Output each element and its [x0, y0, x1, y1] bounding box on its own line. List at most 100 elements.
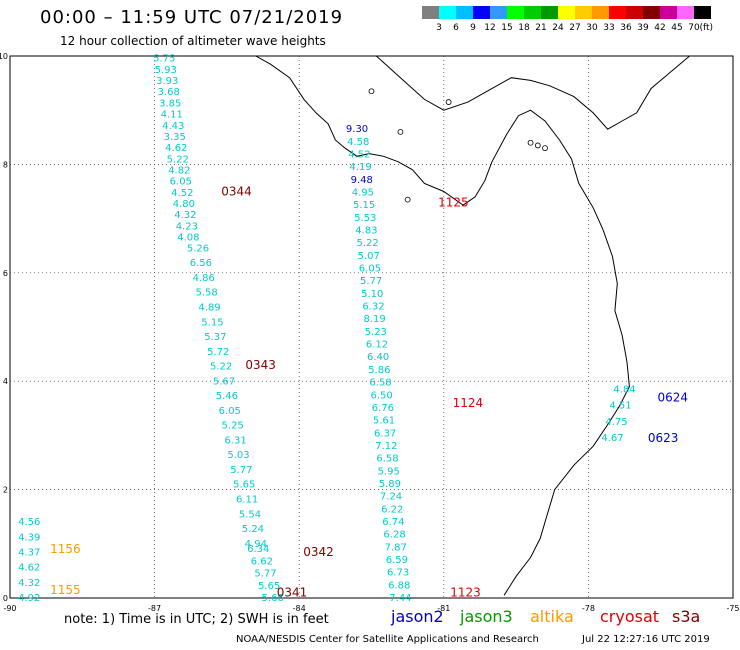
swh-value-label: 7.87: [385, 542, 407, 553]
colorbar-swatch: [541, 6, 558, 19]
swh-value-label: 4.51: [609, 401, 631, 412]
lat-tick-label: 4: [3, 377, 8, 386]
pass-number-label: 0624: [657, 390, 688, 404]
swh-value-label: 6.59: [386, 555, 408, 566]
island: [368, 88, 375, 95]
swh-value-label: 5.77: [254, 569, 276, 580]
chart-title: 00:00 – 11:59 UTC 07/21/2019: [40, 7, 344, 28]
colorbar-level-label: 24: [552, 23, 564, 33]
swh-value-label: 6.56: [190, 258, 212, 269]
swh-value-label: 4.23: [176, 221, 198, 232]
swh-value-label: 4.56: [18, 517, 40, 528]
swh-value-label: 6.05: [359, 264, 381, 275]
swh-value-label: 4.82: [168, 165, 190, 176]
swh-value-label: 8.19: [363, 314, 385, 325]
swh-value-label: 5.77: [360, 276, 382, 287]
swh-value-label: 5.15: [201, 317, 223, 328]
island: [527, 139, 534, 146]
colorbar-swatch: [490, 6, 507, 19]
swh-value-label: 4.83: [355, 226, 377, 237]
colorbar-level-label: 21: [535, 23, 546, 33]
swh-value-label: 4.43: [162, 121, 184, 132]
swh-value-label: 5.66: [262, 593, 284, 604]
swh-value-label: 6.40: [367, 352, 389, 363]
lat-tick-label: 10: [0, 52, 8, 61]
swh-value-label: 5.95: [378, 466, 400, 477]
pass-number-label: 0344: [221, 185, 252, 199]
colorbar-level-label: 12: [484, 23, 495, 33]
swh-value-label: 7.12: [375, 441, 397, 452]
swh-value-label: 4.62: [18, 563, 40, 574]
swh-value-label: 4.86: [193, 273, 215, 284]
colorbar-swatch: [694, 6, 711, 19]
swh-value-label: 5.15: [353, 200, 375, 211]
swh-value-label: 4.19: [349, 162, 371, 173]
chart-subtitle: 12 hour collection of altimeter wave hei…: [60, 34, 326, 48]
colorbar-swatch: [626, 6, 643, 19]
colorbar-swatch: [473, 6, 490, 19]
swh-value-label: 5.22: [210, 362, 232, 373]
swh-value-label: 6.28: [383, 530, 405, 541]
pass-number-label: 1155: [50, 583, 81, 597]
colorbar-level-label: 27: [569, 23, 580, 33]
swh-value-label: 5.58: [196, 288, 218, 299]
swh-value-label: 5.77: [230, 465, 252, 476]
swh-value-label: 5.65: [233, 480, 255, 491]
colorbar-swatch: [592, 6, 609, 19]
swh-value-label: 5.61: [373, 416, 395, 427]
colorbar-swatch: [609, 6, 626, 19]
swh-value-label: 5.37: [204, 332, 226, 343]
colorbar-level-label: 6: [453, 23, 459, 33]
swh-value-label: 6.73: [387, 568, 409, 579]
swh-value-label: 6.74: [382, 517, 404, 528]
island: [534, 142, 541, 149]
colorbar-swatch: [456, 6, 473, 19]
island: [404, 196, 411, 203]
island: [542, 145, 548, 152]
colorbar-swatch: [677, 6, 694, 19]
lon-tick-label: -81: [437, 604, 450, 613]
swh-value-label: 6.05: [219, 406, 241, 417]
map-frame: [9, 55, 734, 599]
swh-value-label: 5.24: [242, 524, 264, 535]
pass-number-label: 1125: [438, 195, 469, 209]
swh-value-label: 6.37: [374, 428, 396, 439]
swh-value-label: 5.89: [379, 479, 401, 490]
swh-value-label: 5.46: [216, 391, 238, 402]
colorbar-unit-label: (ft): [699, 23, 713, 33]
swh-value-label: 3.35: [164, 132, 186, 143]
colorbar-level-label: 15: [501, 23, 512, 33]
colorbar-swatch: [507, 6, 524, 19]
lon-tick-label: -90: [3, 604, 16, 613]
swh-value-label: 5.25: [222, 421, 244, 432]
swh-value-label: 5.23: [365, 327, 387, 338]
lon-tick-label: -84: [293, 604, 306, 613]
swh-value-label: 5.65: [258, 581, 280, 592]
wave-height-colorbar: 3 6 9 12 15 18 21 24 27 30 33 36 39 42 45 70 (ft): [422, 6, 713, 33]
satellite-legend-jason3: jason3: [460, 607, 513, 626]
colorbar-level-label: 30: [586, 23, 598, 33]
colorbar-level-label: 9: [470, 23, 476, 33]
swh-value-label: 4.95: [352, 188, 374, 199]
colorbar-swatch: [575, 6, 592, 19]
island: [445, 99, 452, 105]
lon-tick-label: -75: [726, 604, 739, 613]
colorbar-swatch: [660, 6, 677, 19]
swh-value-label: 4.32: [18, 578, 40, 589]
swh-value-label: 5.54: [239, 509, 261, 520]
colorbar-level-label: 36: [620, 23, 632, 33]
swh-value-label: 6.62: [251, 556, 273, 567]
swh-value-label: 6.05: [170, 177, 192, 188]
swh-value-label: 4.80: [173, 199, 195, 210]
swh-value-label: 4.37: [18, 547, 40, 558]
swh-value-label: 5.75: [153, 54, 175, 65]
swh-value-label: 4.58: [347, 137, 369, 148]
swh-value-label: 6.50: [371, 390, 393, 401]
swh-value-label: 6.11: [236, 494, 258, 505]
swh-value-label: 5.53: [354, 213, 376, 224]
swh-value-label: 9.48: [351, 175, 373, 186]
swh-value-label: 4.92: [18, 593, 40, 604]
swh-value-label: 4.52: [171, 188, 193, 199]
swh-value-label: 5.67: [213, 376, 235, 387]
colorbar-level-label: 3: [436, 23, 442, 33]
